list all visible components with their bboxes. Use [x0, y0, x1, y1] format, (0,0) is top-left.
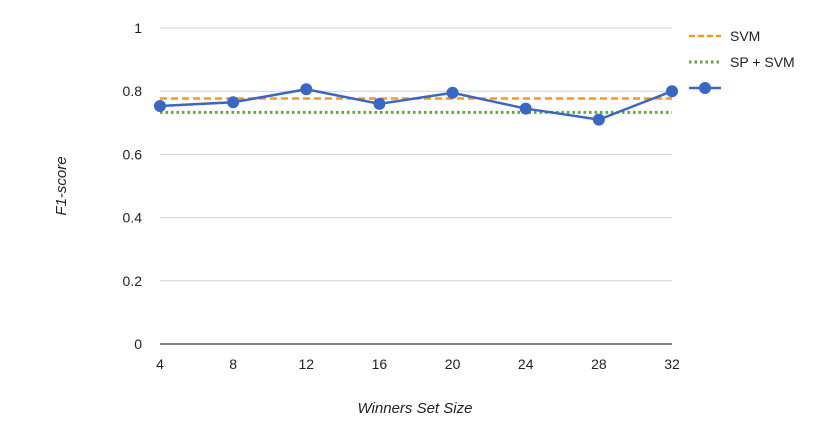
y-tick-label: 0.6: [123, 146, 143, 162]
x-axis-title: Winners Set Size: [358, 400, 473, 417]
data-point: [446, 86, 459, 99]
series-group: [154, 83, 678, 126]
legend-label-2: SP + SVM: [730, 54, 795, 70]
x-tick-label: 20: [445, 356, 461, 372]
data-point: [154, 100, 166, 113]
x-tick-label: 12: [298, 356, 314, 372]
legend-label-1: SVM: [730, 28, 760, 44]
data-point: [519, 102, 532, 115]
legend: SVM SP + SVM: [689, 28, 795, 94]
y-tick-label: 0.2: [123, 273, 143, 289]
x-tick-label: 32: [664, 356, 680, 372]
y-axis-ticks: 0 0.2 0.4 0.6 0.8 1: [123, 20, 143, 352]
y-axis-title: F1-score: [53, 156, 70, 215]
data-point: [592, 113, 605, 126]
y-tick-label: 0: [134, 336, 142, 352]
x-tick-label: 24: [518, 356, 534, 372]
data-point: [300, 83, 313, 96]
y-tick-label: 0.8: [123, 83, 143, 99]
data-point: [666, 85, 678, 98]
series-line-3: [159, 88, 673, 121]
x-tick-label: 4: [156, 356, 164, 372]
y-tick-label: 1: [134, 20, 142, 36]
x-tick-label: 16: [372, 356, 388, 372]
x-tick-label: 28: [591, 356, 607, 372]
gridlines: [160, 27, 672, 345]
data-point: [227, 96, 240, 109]
y-tick-label: 0.4: [123, 210, 143, 226]
x-axis-ticks: 4 8 12 16 20 24 28 32: [156, 356, 680, 372]
legend-marker: [699, 82, 711, 94]
data-point: [373, 97, 386, 110]
x-tick-label: 8: [229, 356, 237, 372]
